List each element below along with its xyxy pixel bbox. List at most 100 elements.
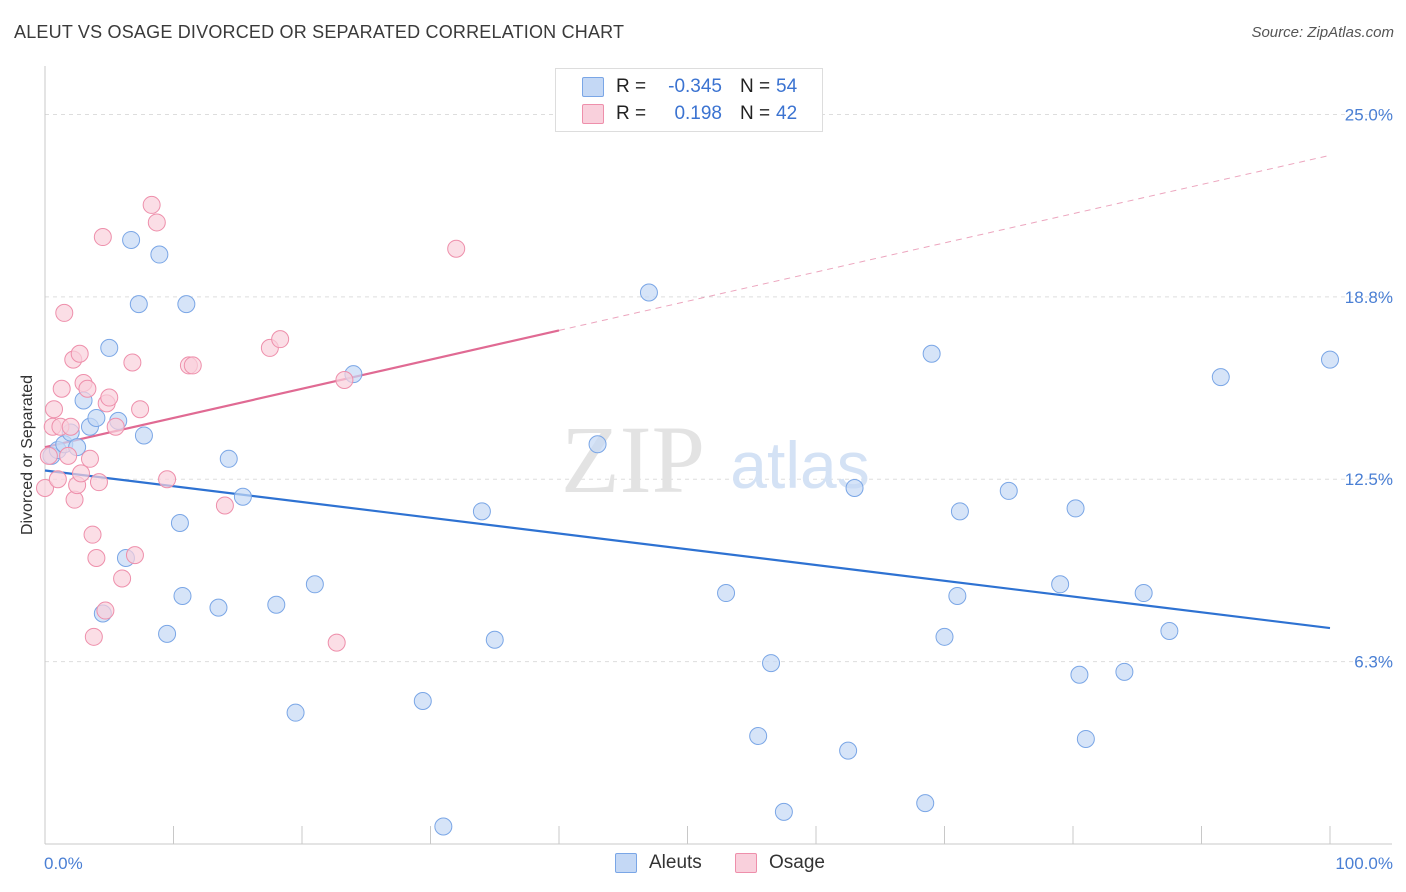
osage-point xyxy=(36,478,54,497)
n-value: 54 xyxy=(776,76,798,97)
aleuts-point xyxy=(922,344,941,363)
aleuts-point xyxy=(1321,350,1339,369)
osage-point xyxy=(142,195,161,214)
osage-point xyxy=(131,400,150,419)
watermark: ZIP atlas xyxy=(561,406,870,513)
osage-point xyxy=(327,633,346,652)
aleuts-trend-line xyxy=(44,469,1331,630)
osage-point xyxy=(52,379,71,398)
osage-legend-swatch xyxy=(735,853,757,873)
aleuts-point xyxy=(209,598,228,617)
aleuts-point xyxy=(485,630,504,649)
aleuts-legend-swatch xyxy=(615,853,637,873)
aleuts-point xyxy=(267,595,286,614)
osage-point xyxy=(106,417,125,436)
aleuts-point xyxy=(170,514,189,533)
osage-point xyxy=(271,330,290,349)
osage-point xyxy=(96,601,115,620)
aleuts-point xyxy=(749,727,768,746)
osage-point xyxy=(447,239,466,258)
correlation-legend: R = -0.345 N = 54 R = 0.198 N = 42 xyxy=(555,68,823,132)
aleuts-point xyxy=(845,478,864,497)
aleuts-point xyxy=(1115,662,1134,681)
osage-point xyxy=(39,446,58,465)
osage-point xyxy=(55,303,74,322)
aleuts-point xyxy=(233,487,252,506)
aleuts-point xyxy=(839,741,858,760)
y-tick-label: 6.3% xyxy=(1354,653,1393,672)
aleuts-point xyxy=(1076,729,1095,748)
axes xyxy=(44,66,1392,845)
osage-point xyxy=(93,228,112,247)
data-points xyxy=(36,195,1339,836)
legend-item-aleuts[interactable]: Aleuts xyxy=(615,852,702,874)
aleuts-point xyxy=(87,408,106,427)
aleuts-point xyxy=(1051,575,1070,594)
aleuts-point xyxy=(134,426,153,445)
aleuts-point xyxy=(1066,499,1085,518)
aleuts-point xyxy=(950,502,969,521)
osage-point xyxy=(147,213,166,232)
aleuts-point xyxy=(472,502,491,521)
osage-point xyxy=(113,569,132,588)
osage-point xyxy=(100,388,119,407)
osage-point xyxy=(70,344,89,363)
aleuts-point xyxy=(762,654,781,673)
aleuts-point xyxy=(588,435,607,454)
aleuts-point xyxy=(717,584,736,603)
osage-point xyxy=(215,496,234,515)
aleuts-point xyxy=(150,245,169,264)
osage-point xyxy=(335,371,354,390)
osage-point xyxy=(80,449,99,468)
osage-point xyxy=(87,549,106,568)
aleuts-legend-label: Aleuts xyxy=(649,852,702,873)
y-tick-label: 12.5% xyxy=(1345,470,1393,489)
osage-point xyxy=(183,356,202,375)
osage-point xyxy=(158,470,177,489)
y-tick-label: 18.8% xyxy=(1345,288,1393,307)
n-value: 42 xyxy=(776,103,798,124)
aleuts-point xyxy=(948,586,967,605)
aleuts-point xyxy=(999,481,1018,500)
chart-title: ALEUT VS OSAGE DIVORCED OR SEPARATED COR… xyxy=(14,22,625,42)
osage-point xyxy=(78,379,97,398)
r-value: -0.345 xyxy=(668,76,722,97)
osage-point xyxy=(84,627,103,646)
n-label: N = xyxy=(740,76,771,97)
aleuts-point xyxy=(434,817,453,836)
osage-trend-line xyxy=(44,329,560,449)
x-tick-label: 100.0% xyxy=(1335,854,1393,873)
osage-legend-label: Osage xyxy=(769,852,825,873)
aleuts-point xyxy=(1134,584,1153,603)
osage-point xyxy=(59,446,78,465)
osage-point xyxy=(89,473,108,492)
legend-row-aleuts: R = -0.345 N = 54 xyxy=(582,74,797,100)
aleuts-point xyxy=(916,794,935,813)
tick-labels: 6.3% 12.5% 18.8% 25.0% 0.0% 100.0% xyxy=(44,105,1393,873)
aleuts-point xyxy=(1160,621,1179,640)
aleuts-point xyxy=(286,703,305,722)
y-tick-label: 25.0% xyxy=(1345,105,1393,124)
osage-point xyxy=(44,400,63,419)
aleuts-point xyxy=(413,692,432,711)
aleuts-point xyxy=(122,230,141,249)
osage-point xyxy=(65,490,84,509)
aleuts-point xyxy=(935,627,954,646)
aleuts-point xyxy=(129,295,148,314)
r-value: 0.198 xyxy=(674,103,722,124)
legend-row-osage: R = 0.198 N = 42 xyxy=(582,101,797,127)
aleuts-point xyxy=(100,338,119,357)
osage-point xyxy=(125,546,144,565)
source-label: Source: ZipAtlas.com xyxy=(1251,24,1394,41)
aleuts-swatch xyxy=(582,77,604,97)
aleuts-point xyxy=(173,586,192,605)
osage-point xyxy=(48,470,67,489)
n-label: N = xyxy=(740,103,771,124)
r-label: R = xyxy=(616,76,647,97)
osage-point xyxy=(61,417,80,436)
watermark-zip: ZIP xyxy=(561,406,705,513)
legend-item-osage[interactable]: Osage xyxy=(735,852,825,874)
aleuts-point xyxy=(305,575,324,594)
osage-point xyxy=(71,464,90,483)
